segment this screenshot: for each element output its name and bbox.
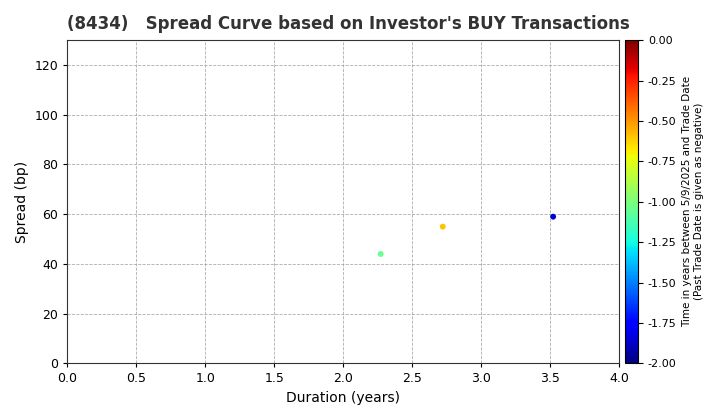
Text: (8434)   Spread Curve based on Investor's BUY Transactions: (8434) Spread Curve based on Investor's … [68, 15, 630, 33]
X-axis label: Duration (years): Duration (years) [287, 391, 400, 405]
Y-axis label: Spread (bp): Spread (bp) [15, 161, 29, 243]
Point [547, 213, 559, 220]
Y-axis label: Time in years between 5/9/2025 and Trade Date
(Past Trade Date is given as negat: Time in years between 5/9/2025 and Trade… [682, 76, 703, 327]
Point [375, 251, 387, 257]
Point [437, 223, 449, 230]
